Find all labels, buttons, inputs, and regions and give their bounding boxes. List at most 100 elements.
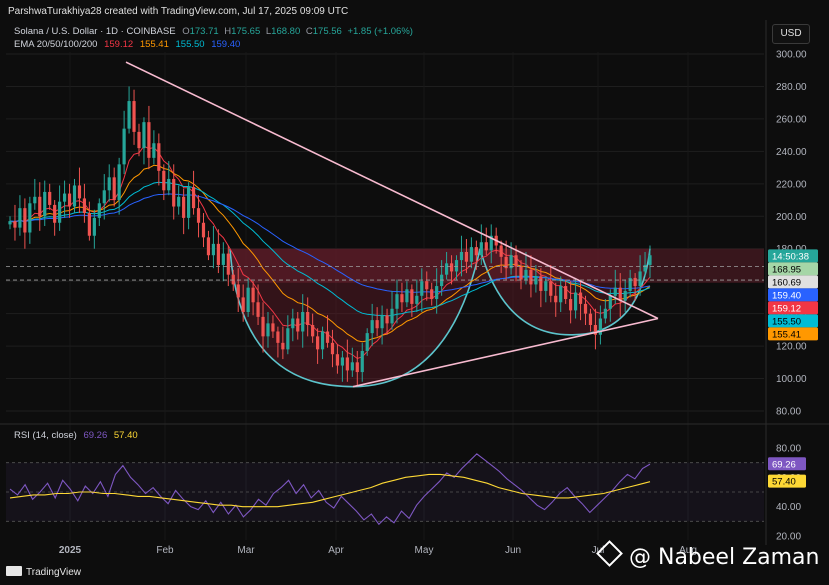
candle-body bbox=[613, 287, 617, 296]
rsi-tick-label: 80.00 bbox=[776, 444, 801, 455]
candle-body bbox=[261, 316, 265, 337]
candle-body bbox=[504, 256, 508, 269]
candle-body bbox=[122, 128, 126, 165]
candle-body bbox=[82, 198, 87, 214]
candle-body bbox=[301, 312, 305, 332]
price-label-box bbox=[768, 314, 818, 328]
triangle-trendlines bbox=[6, 61, 764, 388]
ema100-value: 155.50 bbox=[175, 39, 205, 50]
candle-body bbox=[638, 271, 642, 287]
candle-body bbox=[355, 362, 359, 373]
candle-body bbox=[603, 308, 607, 319]
candle-body bbox=[286, 328, 290, 350]
candle-body bbox=[400, 294, 404, 303]
rsi-tick-label: 40.00 bbox=[776, 502, 801, 513]
rsi-value: 69.26 bbox=[83, 430, 108, 441]
price-label-box bbox=[768, 288, 818, 302]
rsi-line bbox=[9, 453, 651, 526]
candle-body bbox=[206, 237, 211, 256]
low-label: L bbox=[265, 26, 272, 37]
candle-body bbox=[474, 247, 478, 256]
candle-body bbox=[449, 263, 454, 272]
candle-body bbox=[633, 277, 637, 287]
rsi-legend[interactable]: RSI (14, close) 69.26 57.40 bbox=[14, 430, 138, 441]
time-tick-label: Jul bbox=[592, 545, 605, 556]
candle-body bbox=[598, 318, 602, 335]
rsi-label-text: 57.40 bbox=[772, 477, 796, 488]
candle-body bbox=[479, 242, 483, 256]
tradingview-icon bbox=[6, 566, 22, 576]
candle-body bbox=[425, 281, 429, 290]
candle-body bbox=[499, 245, 503, 257]
price-tick-label: 100.00 bbox=[776, 374, 807, 385]
candle-body bbox=[92, 217, 96, 236]
price-tick-label: 260.00 bbox=[776, 114, 807, 125]
candle-body bbox=[469, 247, 473, 262]
candle-body bbox=[648, 255, 652, 265]
candle-body bbox=[28, 203, 32, 233]
close-label: C bbox=[305, 26, 313, 37]
candle-body bbox=[444, 263, 449, 275]
candle-body bbox=[405, 289, 409, 303]
descending-trendline bbox=[125, 61, 659, 320]
price-label-text: 160.69 bbox=[772, 277, 801, 288]
candle-body bbox=[53, 204, 57, 223]
ema-line bbox=[9, 164, 651, 343]
candle-body bbox=[147, 122, 151, 158]
candle-body bbox=[241, 297, 245, 313]
candle-body bbox=[459, 251, 464, 261]
time-tick-label: 2025 bbox=[59, 545, 82, 556]
currency-button[interactable]: USD bbox=[772, 24, 810, 44]
candle-body bbox=[593, 324, 598, 335]
candle-body bbox=[509, 255, 513, 269]
candle-body bbox=[390, 308, 394, 324]
tradingview-logo[interactable]: TradingView bbox=[6, 566, 81, 578]
ema-title: EMA 20/50/100/200 bbox=[14, 39, 98, 50]
candle-body bbox=[489, 235, 493, 251]
candles bbox=[8, 86, 652, 387]
price-tick-label: 220.00 bbox=[776, 179, 807, 190]
candle-body bbox=[182, 196, 186, 218]
time-tick-label: Mar bbox=[237, 545, 255, 556]
rsi-label-box bbox=[768, 457, 806, 471]
symbol-legend[interactable]: Solana / U.S. Dollar · 1D · COINBASE O17… bbox=[14, 26, 413, 37]
price-tick-label: 80.00 bbox=[776, 407, 801, 418]
candle-body bbox=[539, 276, 543, 291]
price-tick-label: 200.00 bbox=[776, 212, 807, 223]
candle-body bbox=[569, 299, 573, 311]
grid bbox=[6, 52, 764, 540]
candle-body bbox=[415, 295, 419, 304]
price-label-text: 155.50 bbox=[772, 316, 801, 327]
candle-body bbox=[514, 255, 518, 267]
candle-body bbox=[583, 303, 588, 314]
candle-body bbox=[350, 362, 354, 371]
candle-body bbox=[251, 287, 255, 303]
candle-body bbox=[340, 357, 345, 366]
rsi-label-box bbox=[768, 474, 806, 488]
price-tick-label: 120.00 bbox=[776, 342, 807, 353]
candle-body bbox=[281, 342, 285, 350]
candle-body bbox=[196, 208, 201, 223]
price-label-box bbox=[768, 327, 818, 341]
high-value: 175.65 bbox=[231, 26, 261, 37]
candle-body bbox=[216, 243, 220, 265]
open-label: O bbox=[182, 26, 190, 37]
candle-body bbox=[623, 290, 627, 301]
low-value: 168.80 bbox=[271, 26, 301, 37]
price-tick-label: 240.00 bbox=[776, 147, 807, 158]
candle-body bbox=[549, 281, 553, 296]
candle-body bbox=[187, 187, 191, 218]
ema-legend[interactable]: EMA 20/50/100/200 159.12 155.41 155.50 1… bbox=[14, 39, 240, 50]
cup-left bbox=[229, 248, 481, 388]
watermark: @ Nabeel Zaman bbox=[596, 540, 819, 570]
rsi-tick-label: 20.00 bbox=[776, 532, 801, 543]
time-tick-label: Apr bbox=[328, 545, 344, 556]
time-tick-label: Feb bbox=[156, 545, 174, 556]
candle-body bbox=[335, 354, 340, 366]
price-label-box bbox=[768, 301, 818, 315]
candle-body bbox=[529, 269, 533, 285]
candle-body bbox=[87, 213, 91, 236]
candle-body bbox=[276, 331, 280, 343]
candle-body bbox=[256, 302, 260, 317]
